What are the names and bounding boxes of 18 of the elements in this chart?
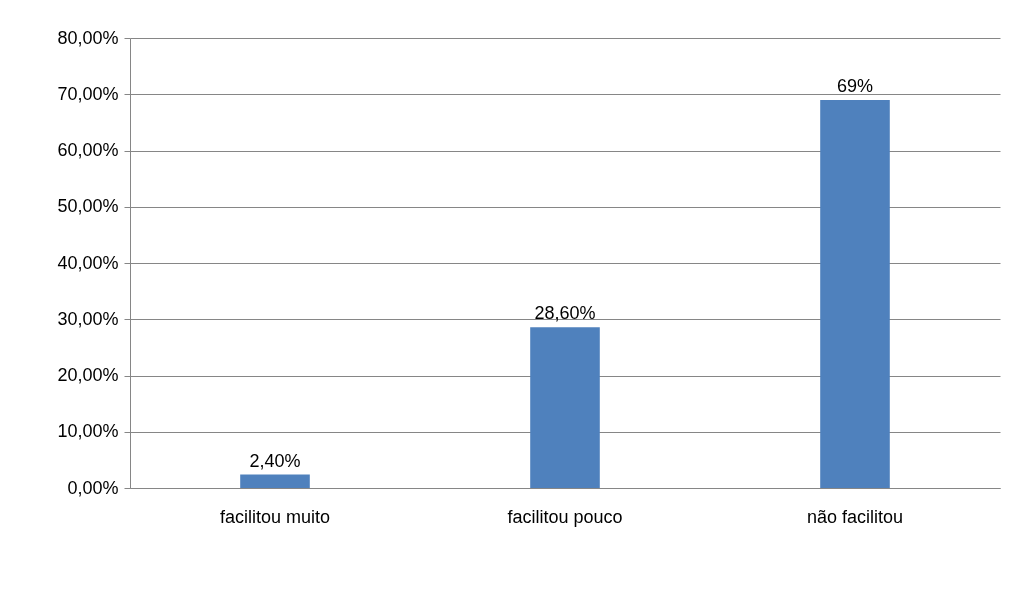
y-tick-label: 60,00% xyxy=(57,140,119,160)
x-tick-label: facilitou pouco xyxy=(507,506,623,527)
bar xyxy=(530,327,600,488)
x-tick-label: não facilitou xyxy=(806,506,904,527)
bar xyxy=(820,99,890,488)
bar xyxy=(240,474,310,488)
y-tick-label: 80,00% xyxy=(57,27,119,48)
x-tick-label: facilitou muito xyxy=(219,506,331,527)
y-tick-label: 30,00% xyxy=(57,308,119,329)
y-tick-label: 20,00% xyxy=(57,365,119,385)
y-tick-label: 50,00% xyxy=(57,196,119,217)
data-label: 28,60% xyxy=(534,303,596,324)
y-tick-label: 70,00% xyxy=(57,83,119,104)
data-label: 69% xyxy=(836,75,874,96)
y-tick-label: 10,00% xyxy=(57,421,119,442)
data-label: 2,40% xyxy=(249,450,301,471)
y-tick-label: 0,00% xyxy=(67,477,119,498)
y-tick-label: 40,00% xyxy=(57,252,119,273)
